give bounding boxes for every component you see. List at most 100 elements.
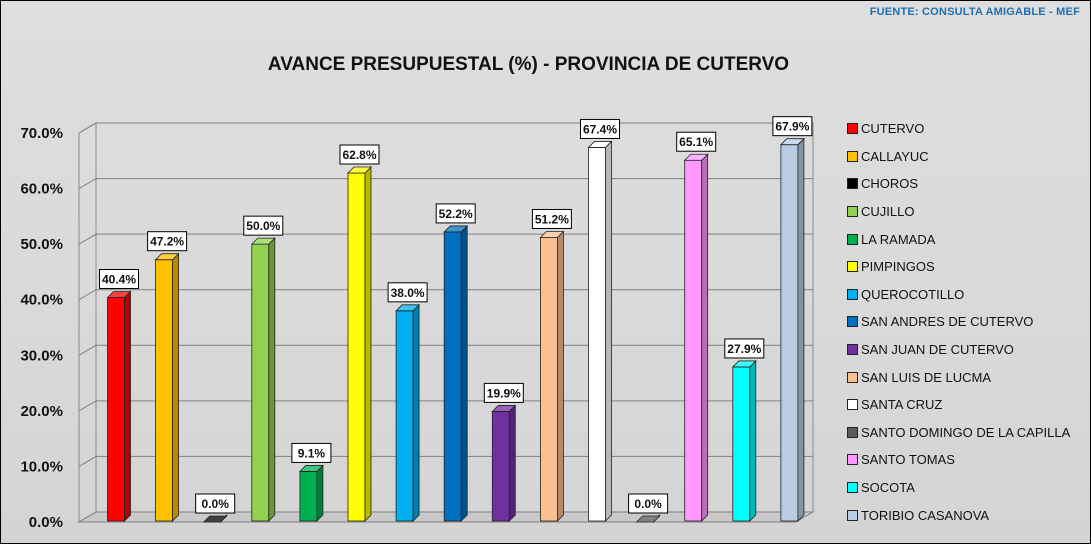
legend-swatch bbox=[847, 151, 858, 162]
bar bbox=[685, 154, 708, 521]
bar-front bbox=[396, 311, 413, 521]
bar bbox=[589, 141, 612, 521]
legend-item: SANTA CRUZ bbox=[847, 391, 1087, 419]
legend-swatch bbox=[847, 427, 858, 438]
legend-item: CALLAYUC bbox=[847, 143, 1087, 171]
legend-label: CUTERVO bbox=[861, 121, 924, 136]
bar-side bbox=[798, 139, 804, 521]
legend-label: CALLAYUC bbox=[861, 149, 929, 164]
legend-item: SANTO TOMAS bbox=[847, 446, 1087, 474]
bar-side bbox=[750, 361, 756, 521]
data-label-value: 40.4% bbox=[102, 272, 136, 286]
bar bbox=[252, 238, 275, 521]
data-label-value: 38.0% bbox=[391, 286, 425, 300]
side-wall bbox=[79, 123, 96, 522]
data-label: 0.0% bbox=[629, 494, 668, 513]
bar bbox=[108, 291, 131, 521]
legend-swatch bbox=[847, 261, 858, 272]
bar-front bbox=[589, 147, 606, 521]
legend: CUTERVO CALLAYUC CHOROS CUJILLO LA RAMADA PIM… bbox=[847, 115, 1087, 529]
data-label-value: 0.0% bbox=[634, 497, 662, 511]
legend-swatch bbox=[847, 316, 858, 327]
legend-swatch bbox=[847, 454, 858, 465]
bar-side bbox=[461, 226, 467, 521]
legend-swatch bbox=[847, 510, 858, 521]
bar bbox=[492, 405, 515, 521]
legend-label: SAN LUIS DE LUCMA bbox=[861, 370, 991, 385]
data-label-value: 67.4% bbox=[583, 122, 617, 136]
bar bbox=[540, 231, 563, 521]
legend-swatch bbox=[847, 344, 858, 355]
data-label-value: 47.2% bbox=[150, 235, 184, 249]
y-tick-label: 50.0% bbox=[20, 236, 63, 253]
legend-label: PIMPINGOS bbox=[861, 259, 935, 274]
legend-swatch bbox=[847, 123, 858, 134]
legend-label: CUJILLO bbox=[861, 204, 914, 219]
data-label: 51.2% bbox=[532, 209, 571, 228]
bar bbox=[300, 465, 323, 521]
y-tick-label: 10.0% bbox=[20, 458, 63, 475]
legend-item: SANTO DOMINGO DE LA CAPILLA bbox=[847, 419, 1087, 447]
bar bbox=[396, 305, 419, 521]
data-label: 67.4% bbox=[581, 119, 620, 138]
data-label: 38.0% bbox=[388, 283, 427, 302]
data-label: 27.9% bbox=[725, 339, 764, 358]
bar-front bbox=[348, 173, 365, 521]
data-label: 9.1% bbox=[292, 443, 331, 462]
bar-side bbox=[125, 291, 131, 521]
y-tick-label: 20.0% bbox=[20, 403, 63, 420]
legend-item: QUEROCOTILLO bbox=[847, 281, 1087, 309]
bar-front bbox=[492, 411, 509, 521]
legend-label: QUEROCOTILLO bbox=[861, 287, 964, 302]
data-label-value: 27.9% bbox=[727, 342, 761, 356]
data-label: 67.9% bbox=[773, 117, 812, 136]
y-tick-label: 0.0% bbox=[29, 514, 63, 531]
bar bbox=[781, 139, 804, 521]
bar-front bbox=[733, 367, 750, 521]
data-label-value: 19.9% bbox=[487, 386, 521, 400]
legend-item: SAN ANDRES DE CUTERVO bbox=[847, 308, 1087, 336]
legend-label: SOCOTA bbox=[861, 480, 915, 495]
legend-item: LA RAMADA bbox=[847, 225, 1087, 253]
legend-swatch bbox=[847, 178, 858, 189]
gridline bbox=[79, 123, 813, 133]
legend-label: SANTO DOMINGO DE LA CAPILLA bbox=[861, 425, 1070, 440]
legend-label: TORIBIO CASANOVA bbox=[861, 508, 989, 523]
bar-side bbox=[413, 305, 419, 521]
data-label-value: 62.8% bbox=[342, 148, 376, 162]
legend-label: SANTO TOMAS bbox=[861, 452, 955, 467]
bar-side bbox=[173, 254, 179, 521]
bar-front bbox=[685, 160, 702, 521]
y-tick-label: 70.0% bbox=[20, 125, 63, 142]
bar bbox=[348, 167, 371, 521]
bar-side bbox=[557, 231, 563, 521]
bar-front bbox=[108, 297, 125, 521]
data-label-value: 50.0% bbox=[246, 219, 280, 233]
legend-swatch bbox=[847, 372, 858, 383]
y-tick-label: 30.0% bbox=[20, 347, 63, 364]
bar bbox=[156, 254, 179, 521]
bar-side bbox=[365, 167, 371, 521]
bar-side bbox=[509, 405, 515, 521]
legend-label: LA RAMADA bbox=[861, 232, 935, 247]
data-label-value: 65.1% bbox=[679, 135, 713, 149]
legend-item: SAN JUAN DE CUTERVO bbox=[847, 336, 1087, 364]
legend-swatch bbox=[847, 206, 858, 217]
legend-label: SAN JUAN DE CUTERVO bbox=[861, 342, 1014, 357]
legend-label: SANTA CRUZ bbox=[861, 397, 942, 412]
legend-label: SAN ANDRES DE CUTERVO bbox=[861, 314, 1033, 329]
data-label-value: 51.2% bbox=[535, 212, 569, 226]
data-label: 65.1% bbox=[677, 132, 716, 151]
legend-item: TORIBIO CASANOVA bbox=[847, 501, 1087, 529]
bar-front bbox=[300, 471, 317, 521]
bar bbox=[444, 226, 467, 521]
legend-item: CHOROS bbox=[847, 170, 1087, 198]
bar-front bbox=[781, 145, 798, 521]
bar-front bbox=[444, 232, 461, 521]
legend-swatch bbox=[847, 399, 858, 410]
bar bbox=[733, 361, 756, 521]
legend-item: SOCOTA bbox=[847, 474, 1087, 502]
data-label-value: 9.1% bbox=[298, 446, 326, 460]
bar-side bbox=[269, 238, 275, 521]
data-label: 62.8% bbox=[340, 145, 379, 164]
